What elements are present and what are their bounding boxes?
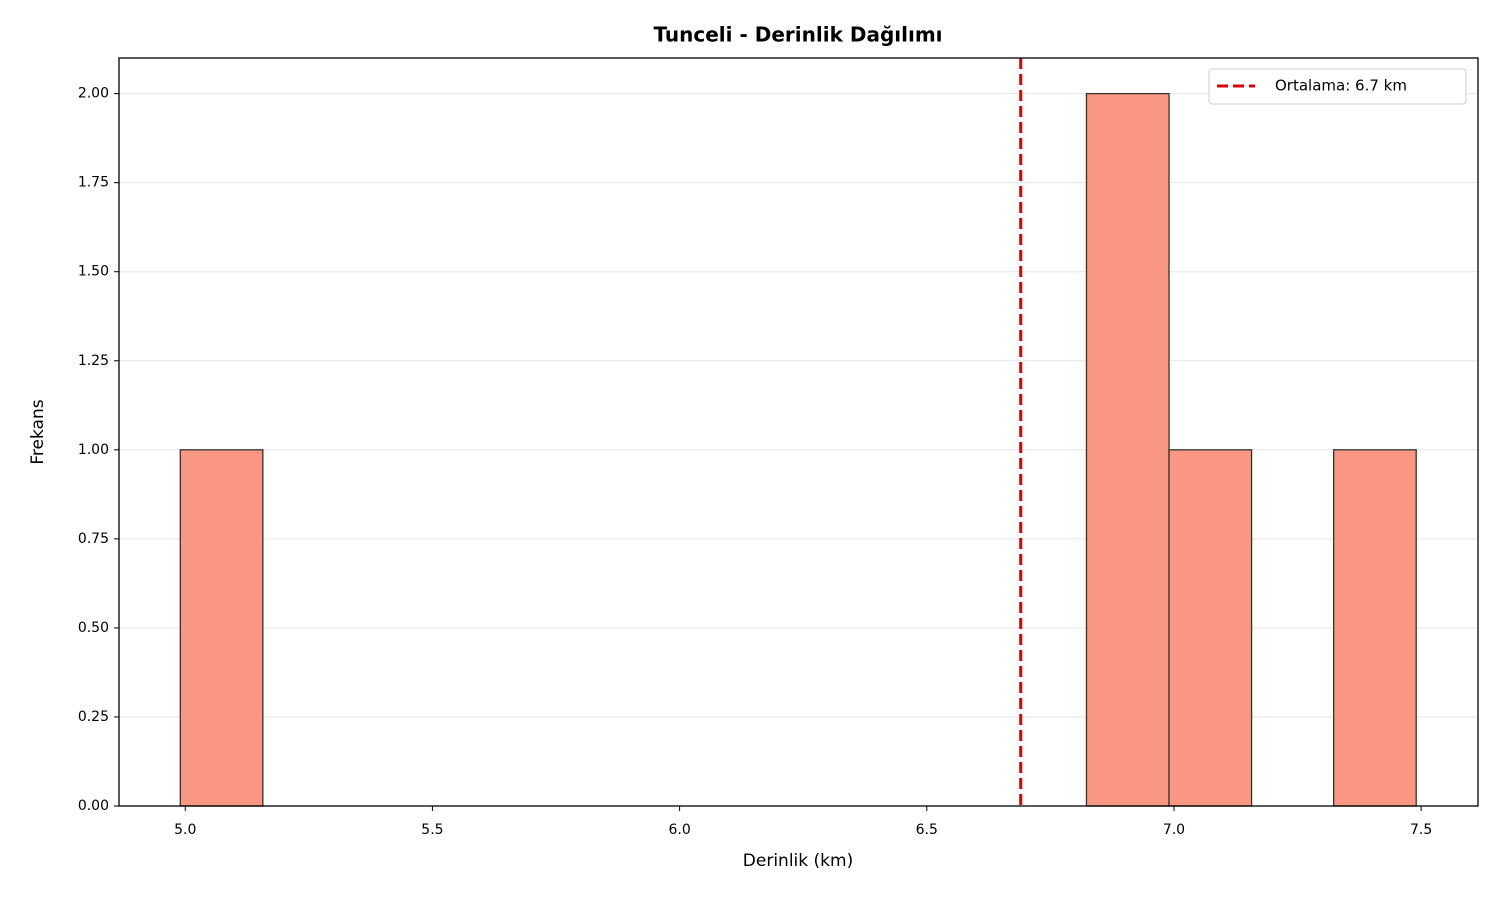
legend-label: Ortalama: 6.7 km [1275,77,1407,95]
y-tick-label: 0.00 [78,798,109,814]
x-tick-label: 5.5 [421,822,443,838]
y-tick-label: 1.50 [78,264,109,280]
x-tick-label: 7.5 [1410,822,1432,838]
y-tick-label: 0.25 [78,709,109,725]
y-tick-label: 1.25 [78,353,109,369]
y-tick-label: 1.75 [78,175,109,191]
x-tick-label: 5.0 [174,822,196,838]
x-axis-label: Derinlik (km) [743,851,853,871]
legend-box [1208,68,1467,105]
x-tick-label: 6.0 [668,822,690,838]
histogram-bar [179,449,264,807]
y-tick-label: 0.50 [78,620,109,636]
x-tick-label: 6.5 [916,822,938,838]
y-tick-label: 1.00 [78,442,109,458]
histogram-bar [1085,92,1170,807]
plot-frame [118,57,1479,807]
y-axis-label: Frekans [28,399,48,464]
histogram-bar [1332,449,1417,807]
y-tick-label: 0.75 [78,531,109,547]
chart-title: Tunceli - Derinlik Dağılımı [653,23,942,47]
histogram-bar [1168,449,1253,807]
x-tick-label: 7.0 [1163,822,1185,838]
y-tick-label: 2.00 [78,86,109,102]
